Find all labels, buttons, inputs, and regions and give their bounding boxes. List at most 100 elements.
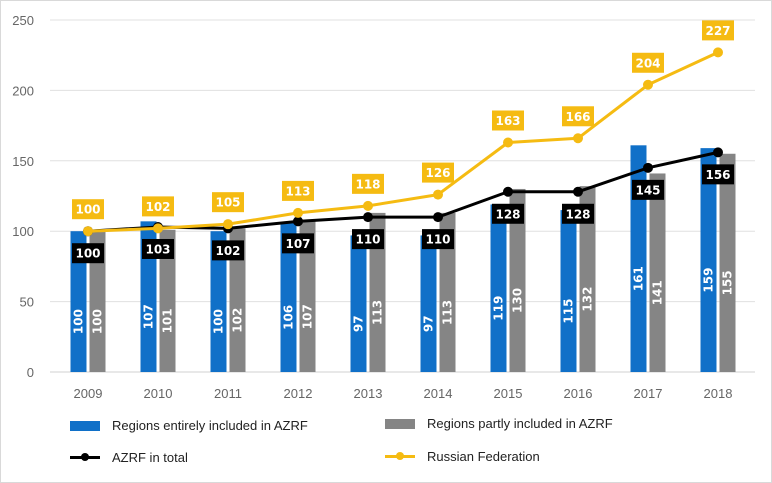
bar-data-label: 155 [721,270,735,295]
azrf-total-data-label: 128 [565,207,590,221]
bar-data-label: 102 [231,308,245,333]
bar-data-label: 100 [212,309,226,334]
rf-label-box [422,162,454,183]
legend-item-partly: Regions partly included in AZRF [385,416,613,431]
bar-data-label: 159 [702,268,716,293]
y-tick-label: 250 [12,13,34,28]
azrf-total-data-label: 128 [495,207,520,221]
line-azrf-total [87,150,719,233]
point-russian-federation [83,226,93,237]
bar-partly [159,229,176,372]
legend-swatch-gray-bar-icon [385,418,415,429]
rf-data-label: 100 [75,203,100,217]
rf-label-box [562,106,594,127]
point-azrf-total [293,216,303,227]
x-tick-label: 2010 [144,386,173,401]
bar-entirely [700,148,717,372]
rf-data-label: 113 [285,184,310,198]
bar-data-label: 141 [651,280,665,305]
azrf-total-data-label: 156 [705,168,730,182]
point-azrf-total [643,162,653,173]
point-azrf-total [503,186,513,197]
chart-plot: 100 107 100 106 97 97 119 115 161 159 100 101 102 107… [12,13,755,401]
azrf-total-label-box [352,229,384,250]
bar-data-label: 107 [301,304,315,329]
legend-label: Regions partly included in AZRF [427,416,613,431]
point-russian-federation [573,133,583,144]
rf-data-label: 163 [495,114,520,128]
bar-data-label: 107 [142,304,156,329]
bar-entirely [140,221,157,372]
rf-label-box [142,196,174,217]
azrf-total-label-box [562,203,594,224]
bar-entirely [280,222,297,372]
azrf-total-label-box [422,229,454,250]
x-tick-label: 2018 [704,386,733,401]
legend-item-russian-federation: Russian Federation [385,449,540,464]
azrf-total-label-box [282,233,314,254]
legend-yellow-line-icon [385,451,415,462]
azrf-total-label-box [212,240,244,261]
bar-partly [719,153,736,372]
bar-partly [89,231,106,372]
x-tick-label: 2012 [284,386,313,401]
azrf-total-data-label: 100 [75,247,100,261]
bar-entirely [490,204,507,372]
azrf-total-label-box [632,179,664,200]
x-tick-label: 2016 [564,386,593,401]
legend-item-entirely: Regions entirely included in AZRF [70,418,308,433]
rf-label-box [282,180,314,201]
bar-partly [649,173,666,372]
bar-partly [579,186,596,372]
rf-label-box [702,20,734,41]
bar-entirely [210,231,227,372]
azrf-total-data-label: 110 [425,233,450,247]
azrf-total-label-box [492,203,524,224]
bar-entirely [70,231,87,372]
rf-data-label: 204 [635,56,660,70]
point-russian-federation [433,189,443,200]
bar-data-label: 97 [422,315,436,332]
bar-data-label: 106 [282,305,296,330]
x-tick-label: 2014 [424,386,453,401]
azrf-total-data-label: 145 [635,183,660,197]
azrf-total-label-box [72,243,104,264]
point-azrf-total [713,147,723,158]
y-tick-label: 150 [12,154,34,169]
bar-entirely [560,210,577,372]
rf-data-label: 105 [215,196,240,210]
rf-data-label: 118 [355,177,380,191]
y-tick-label: 50 [20,295,34,310]
bar-data-label: 101 [161,308,175,333]
azrf-total-data-label: 110 [355,233,380,247]
bar-data-label: 100 [72,309,86,334]
point-russian-federation [153,223,163,234]
legend: Regions entirely included in AZRF Region… [0,408,772,478]
bar-data-label: 130 [511,288,525,313]
x-tick-label: 2011 [214,386,242,401]
bar-data-label: 100 [91,309,105,334]
bar-partly [229,228,246,372]
bar-partly [299,221,316,372]
bar-entirely [350,235,367,372]
bar-data-label: 113 [371,300,385,325]
point-russian-federation [643,79,653,90]
rf-data-label: 102 [145,200,170,214]
bar-data-label: 132 [581,287,595,312]
azrf-total-data-label: 103 [145,242,170,256]
rf-label-box [492,110,524,131]
legend-item-azrf-total: AZRF in total [70,450,188,465]
bar-entirely [420,235,437,372]
legend-swatch-blue-bar-icon [70,420,100,431]
y-tick-label: 100 [12,224,34,239]
legend-label: Russian Federation [427,449,540,464]
point-russian-federation [223,219,233,230]
azrf-total-label-box [702,164,734,185]
bar-data-label: 97 [352,315,366,332]
rf-label-box [632,52,664,73]
bar-partly [369,212,386,372]
legend-label: AZRF in total [112,450,188,465]
bar-partly [509,188,526,372]
rf-data-label: 126 [425,166,450,180]
y-tick-label: 200 [12,83,34,98]
